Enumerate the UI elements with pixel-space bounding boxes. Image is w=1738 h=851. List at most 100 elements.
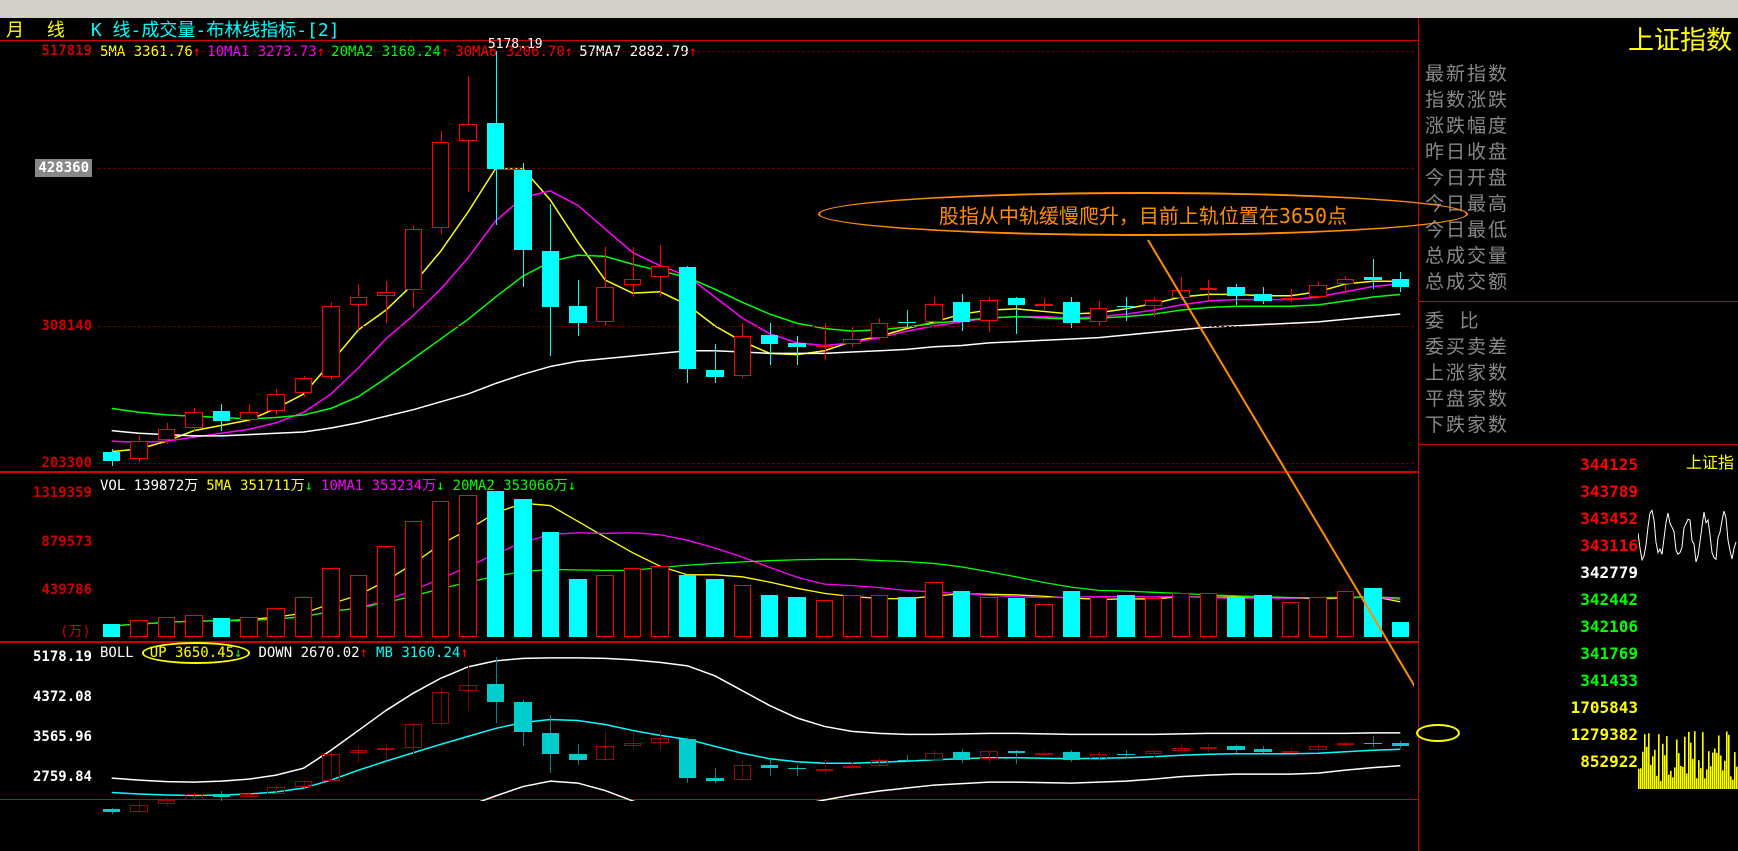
kline-plot[interactable]: 5178.19	[98, 41, 1414, 471]
volume-bar[interactable]	[514, 499, 532, 637]
volume-bar[interactable]	[459, 495, 477, 637]
volume-bar[interactable]	[1063, 591, 1081, 637]
volume-bar[interactable]	[1364, 588, 1382, 637]
volume-bar[interactable]	[1035, 604, 1053, 637]
candle-body[interactable]	[377, 292, 395, 296]
volume-bar[interactable]	[1117, 595, 1135, 637]
volume-bar[interactable]	[542, 532, 560, 637]
volume-bar[interactable]	[925, 582, 943, 637]
candle-body[interactable]	[432, 142, 450, 227]
candle-body[interactable]	[295, 378, 313, 392]
candle-body[interactable]	[898, 322, 916, 323]
candle-body[interactable]	[1282, 298, 1300, 300]
candle-body[interactable]	[1117, 306, 1135, 307]
volume-bar[interactable]	[295, 597, 313, 637]
side-tick-area[interactable]: 上证指 344125343789343452343116342779342442…	[1419, 449, 1738, 789]
volume-bar[interactable]	[734, 585, 752, 637]
boll-panel[interactable]: 5178.194372.083565.962759.84 BOLLUP 3650…	[0, 642, 1418, 800]
candle-body[interactable]	[130, 441, 148, 459]
candle-body[interactable]	[816, 345, 834, 347]
volume-bar[interactable]	[267, 608, 285, 637]
volume-bar[interactable]	[487, 491, 505, 637]
candle-body[interactable]	[734, 336, 752, 375]
candle-body[interactable]	[322, 306, 340, 377]
volume-bar[interactable]	[1392, 622, 1410, 637]
volume-bar[interactable]	[1309, 597, 1327, 637]
candle-body[interactable]	[1392, 279, 1410, 287]
candle-body[interactable]	[1227, 287, 1245, 296]
volume-bar[interactable]	[1227, 597, 1245, 637]
candle-body[interactable]	[213, 411, 231, 421]
volume-bar[interactable]	[1254, 595, 1272, 637]
volume-bar[interactable]	[871, 595, 889, 637]
volume-bar[interactable]	[761, 595, 779, 637]
candle-body[interactable]	[679, 267, 697, 369]
candle-body[interactable]	[871, 323, 889, 337]
volume-plot[interactable]: VOL 139872万5MA 351711万↓10MA1 353234万↓20M…	[98, 473, 1414, 641]
volume-bar[interactable]	[185, 615, 203, 637]
volume-bar[interactable]	[706, 579, 724, 637]
volume-bar[interactable]	[569, 579, 587, 637]
volume-bar[interactable]	[679, 575, 697, 637]
volume-bar[interactable]	[1282, 602, 1300, 637]
boll-plot[interactable]: BOLLUP 3650.45↓DOWN 2670.02↑MB 3160.24↑	[98, 643, 1414, 799]
candle-body[interactable]	[350, 297, 368, 305]
volume-bar[interactable]	[1200, 593, 1218, 637]
volume-bar[interactable]	[240, 617, 258, 637]
candle-body[interactable]	[1008, 298, 1026, 305]
candle-body[interactable]	[980, 300, 998, 321]
candle-body[interactable]	[624, 279, 642, 286]
menu-item[interactable]	[4, 2, 11, 16]
candle-body[interactable]	[487, 123, 505, 169]
volume-bar[interactable]	[322, 568, 340, 637]
candle-body[interactable]	[1200, 288, 1218, 290]
candle-body[interactable]	[569, 306, 587, 323]
candle-body[interactable]	[514, 170, 532, 250]
candle-body[interactable]	[1364, 277, 1382, 280]
volume-bar[interactable]	[1008, 598, 1026, 637]
candle-body[interactable]	[788, 343, 806, 347]
candle-body[interactable]	[953, 302, 971, 322]
candle-body[interactable]	[596, 287, 614, 322]
candle-body[interactable]	[651, 266, 669, 278]
volume-panel[interactable]: 1319359879573439786 (万) VOL 139872万5MA 3…	[0, 472, 1418, 642]
candle-body[interactable]	[1254, 294, 1272, 301]
candle-body[interactable]	[1090, 308, 1108, 322]
volume-bar[interactable]	[405, 521, 423, 637]
candle-body[interactable]	[103, 452, 121, 461]
volume-bar[interactable]	[350, 575, 368, 637]
candle-body[interactable]	[267, 394, 285, 411]
volume-bar[interactable]	[1172, 593, 1190, 637]
candle-body[interactable]	[1309, 285, 1327, 297]
candle-body[interactable]	[1035, 304, 1053, 306]
volume-bar[interactable]	[130, 620, 148, 637]
candle-body[interactable]	[925, 304, 943, 322]
candle-body[interactable]	[706, 370, 724, 377]
candle-body[interactable]	[405, 229, 423, 291]
candle-body[interactable]	[1063, 302, 1081, 323]
volume-bar[interactable]	[898, 597, 916, 637]
candle-body[interactable]	[158, 429, 176, 439]
volume-bar[interactable]	[651, 566, 669, 637]
volume-bar[interactable]	[953, 591, 971, 637]
candle-body[interactable]	[1337, 279, 1355, 284]
candle-body[interactable]	[843, 339, 861, 344]
volume-bar[interactable]	[596, 575, 614, 637]
kline-panel[interactable]: 517819428360308140203300 5178.19	[0, 40, 1418, 472]
volume-bar[interactable]	[788, 597, 806, 637]
volume-bar[interactable]	[213, 618, 231, 637]
volume-bar[interactable]	[377, 546, 395, 637]
candle-body[interactable]	[459, 124, 477, 141]
candle-body[interactable]	[1172, 290, 1190, 298]
candle-body[interactable]	[761, 335, 779, 344]
volume-bar[interactable]	[1337, 591, 1355, 637]
volume-bar[interactable]	[624, 568, 642, 637]
candle-body[interactable]	[1145, 300, 1163, 307]
volume-bar[interactable]	[103, 624, 121, 637]
volume-bar[interactable]	[1145, 598, 1163, 637]
volume-bar[interactable]	[158, 617, 176, 637]
candle-body[interactable]	[240, 412, 258, 420]
volume-bar[interactable]	[980, 597, 998, 637]
volume-bar[interactable]	[1090, 597, 1108, 637]
candle-body[interactable]	[185, 412, 203, 428]
